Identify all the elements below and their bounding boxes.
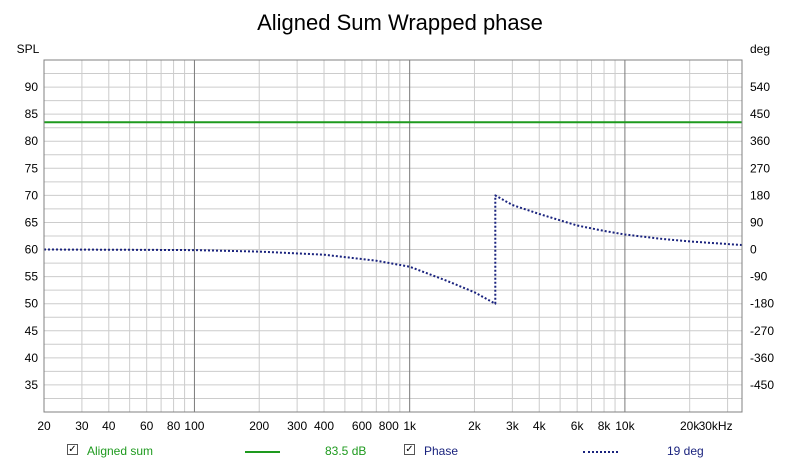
left-tick-label: 75 xyxy=(25,161,39,175)
left-tick-label: 70 xyxy=(25,188,39,202)
x-tick-label: 20 xyxy=(37,419,51,433)
x-tick-label: 30 xyxy=(75,419,89,433)
x-tick-label: 60 xyxy=(140,419,154,433)
x-tick-label: 10k xyxy=(615,419,635,433)
phase-legend-value: 19 deg xyxy=(667,444,704,458)
phase-line xyxy=(43,194,743,305)
x-tick-label: 20k xyxy=(680,419,700,433)
right-tick-label: 540 xyxy=(750,80,770,94)
x-tick-label: 3k xyxy=(506,419,520,433)
right-tick-label: 270 xyxy=(750,161,770,175)
x-tick-labels: 20 30 40 60 80 100 200 300 400 600 800 1k 2k 3k 4k 6k 8k… xyxy=(37,419,732,433)
aligned-sum-check-mark: ✓ xyxy=(68,444,77,455)
x-tick-label: 1k xyxy=(403,419,417,433)
right-tick-label: 90 xyxy=(750,215,764,229)
plot-border xyxy=(43,59,743,413)
left-tick-label: 60 xyxy=(25,243,39,257)
x-tick-label: 400 xyxy=(314,419,334,433)
left-tick-labels: 35 40 45 50 55 60 65 70 75 80 85 90 xyxy=(25,80,39,392)
right-tick-label: 450 xyxy=(750,107,770,121)
left-tick-label: 55 xyxy=(25,270,39,284)
x-tick-label: 8k xyxy=(598,419,612,433)
aligned-sum-checkbox[interactable]: ✓ xyxy=(67,444,78,455)
right-axis-label: deg xyxy=(750,42,770,56)
left-tick-label: 35 xyxy=(25,378,39,392)
x-tick-label: 4k xyxy=(533,419,547,433)
right-tick-label: -450 xyxy=(750,378,774,392)
right-tick-label: -270 xyxy=(750,324,774,338)
left-tick-label: 85 xyxy=(25,107,39,121)
x-tick-label: 2k xyxy=(468,419,482,433)
left-tick-label: 90 xyxy=(25,80,39,94)
x-tick-label: 30kHz xyxy=(699,419,733,433)
grid-minor xyxy=(43,60,742,412)
left-tick-label: 65 xyxy=(25,215,39,229)
left-tick-label: 80 xyxy=(25,134,39,148)
x-tick-label: 40 xyxy=(102,419,116,433)
x-tick-label: 800 xyxy=(379,419,399,433)
aligned-sum-legend-swatch xyxy=(245,451,280,453)
right-tick-label: 0 xyxy=(750,243,757,257)
left-axis-label: SPL xyxy=(17,42,40,56)
right-tick-label: -180 xyxy=(750,297,774,311)
right-tick-label: -360 xyxy=(750,351,774,365)
x-tick-label: 6k xyxy=(571,419,585,433)
x-tick-label: 100 xyxy=(184,419,204,433)
left-tick-label: 50 xyxy=(25,297,39,311)
phase-legend-swatch xyxy=(583,451,618,453)
x-tick-label: 200 xyxy=(249,419,269,433)
chart-title: Aligned Sum Wrapped phase xyxy=(257,10,543,35)
aligned-sum-legend-label: Aligned sum xyxy=(87,444,154,458)
phase-check-mark: ✓ xyxy=(405,444,414,455)
left-tick-label: 45 xyxy=(25,324,39,338)
x-tick-label: 300 xyxy=(287,419,307,433)
phase-checkbox[interactable]: ✓ xyxy=(404,444,415,455)
phase-legend-label: Phase xyxy=(424,444,459,458)
right-tick-label: -90 xyxy=(750,270,768,284)
x-tick-label: 80 xyxy=(167,419,181,433)
x-tick-label: 600 xyxy=(352,419,372,433)
right-tick-labels: -450 -360 -270 -180 -90 0 90 180 270 360 450 540 xyxy=(750,80,774,392)
aligned-sum-legend-value: 83.5 dB xyxy=(325,444,367,458)
series-layer xyxy=(43,121,743,305)
right-tick-label: 360 xyxy=(750,134,770,148)
grid-major xyxy=(193,60,626,412)
right-tick-label: 180 xyxy=(750,188,770,202)
left-tick-label: 40 xyxy=(25,351,39,365)
